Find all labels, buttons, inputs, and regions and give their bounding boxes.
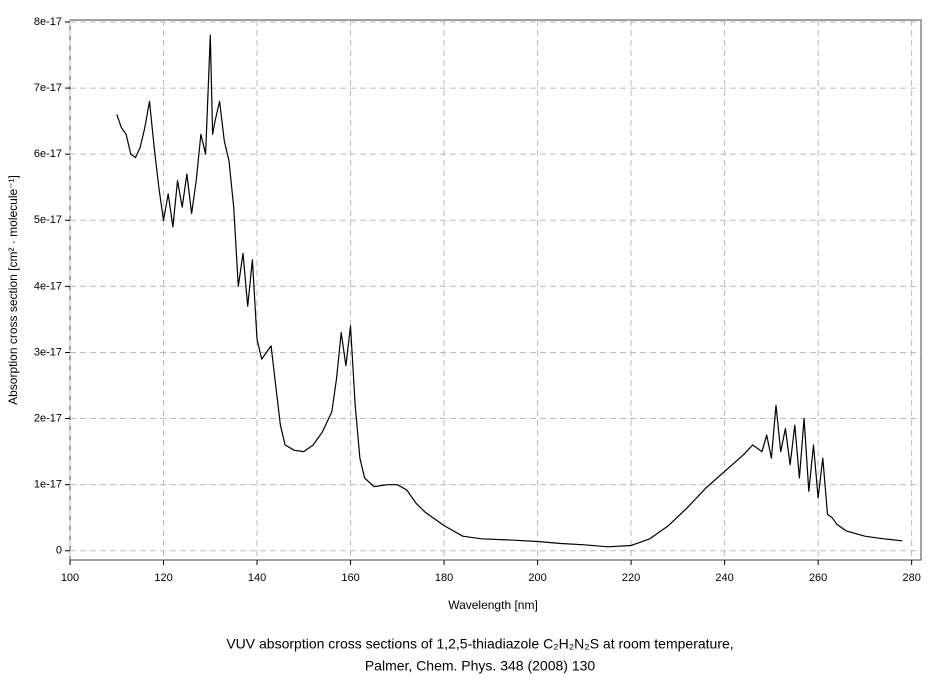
x-tick-label: 120 (154, 572, 172, 584)
x-tick-label: 160 (341, 572, 359, 584)
y-tick-label: 0 (56, 545, 62, 557)
x-tick-label: 260 (809, 572, 827, 584)
y-tick-label: 3e-17 (34, 346, 62, 358)
y-tick-label: 5e-17 (34, 214, 62, 226)
x-tick-label: 100 (61, 572, 79, 584)
x-tick-label: 140 (248, 572, 266, 584)
y-tick-label: 8e-17 (34, 16, 62, 28)
chart-title: VUV absorption cross sections of 1,2,5-t… (226, 636, 733, 652)
y-tick-label: 7e-17 (34, 82, 62, 94)
y-tick-label: 2e-17 (34, 412, 62, 424)
plot-frame (69, 19, 922, 561)
y-tick-label: 1e-17 (34, 479, 62, 491)
x-tick-label: 240 (715, 572, 733, 584)
x-tick-label: 200 (528, 572, 546, 584)
x-axis-label: Wavelength [nm] (448, 598, 538, 612)
x-tick-label: 220 (622, 572, 640, 584)
x-tick-label: 280 (902, 572, 920, 584)
y-tick-label: 4e-17 (34, 280, 62, 292)
chart-subtitle: Palmer, Chem. Phys. 348 (2008) 130 (365, 658, 596, 674)
x-tick-label: 180 (435, 572, 453, 584)
y-tick-label: 6e-17 (34, 148, 62, 160)
spectrum-line (116, 34, 903, 548)
y-axis-label: Absorption cross section [cm² · molecule… (6, 175, 20, 405)
